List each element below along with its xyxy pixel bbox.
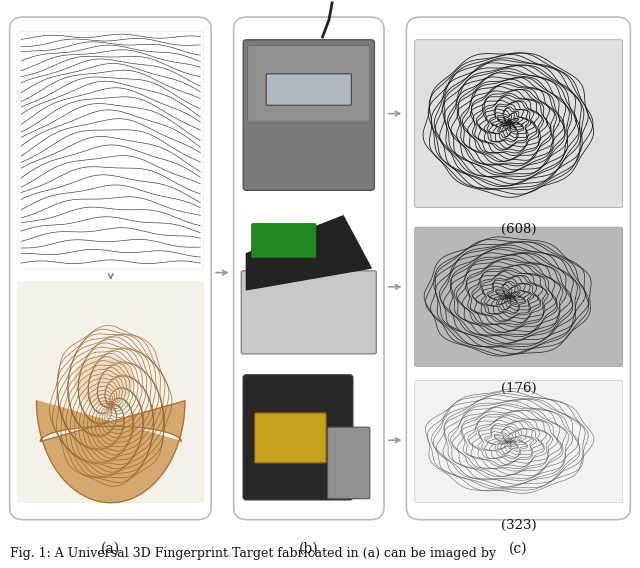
Text: (a): (a) (101, 541, 120, 556)
Text: Fig. 1: A Universal 3D Fingerprint Target fabricated in (a) can be imaged by: Fig. 1: A Universal 3D Fingerprint Targe… (10, 548, 496, 560)
FancyBboxPatch shape (10, 17, 211, 520)
FancyBboxPatch shape (18, 281, 204, 503)
FancyBboxPatch shape (266, 74, 351, 105)
FancyBboxPatch shape (18, 31, 204, 270)
FancyBboxPatch shape (415, 381, 623, 503)
FancyBboxPatch shape (415, 227, 623, 366)
FancyBboxPatch shape (243, 40, 374, 190)
Text: (c): (c) (509, 541, 528, 556)
FancyBboxPatch shape (328, 427, 370, 499)
FancyBboxPatch shape (255, 413, 326, 463)
Text: (176): (176) (501, 382, 536, 395)
FancyBboxPatch shape (241, 271, 376, 354)
FancyBboxPatch shape (234, 17, 384, 520)
FancyBboxPatch shape (406, 17, 630, 520)
Polygon shape (36, 401, 185, 503)
Ellipse shape (74, 355, 133, 406)
FancyBboxPatch shape (248, 46, 370, 122)
Text: (608): (608) (501, 223, 536, 236)
FancyBboxPatch shape (243, 375, 353, 500)
FancyBboxPatch shape (252, 223, 316, 258)
FancyBboxPatch shape (415, 40, 623, 207)
Polygon shape (246, 216, 371, 290)
Text: (b): (b) (299, 541, 319, 556)
Text: (323): (323) (501, 519, 536, 532)
